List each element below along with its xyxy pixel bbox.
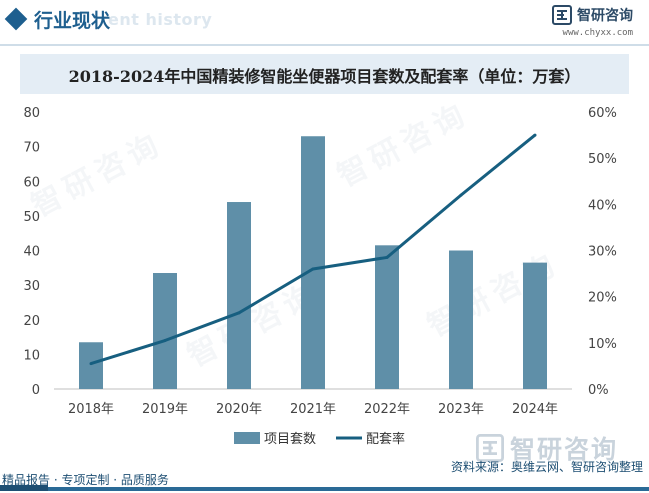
logo-icon: [476, 434, 504, 462]
left-tick-label: 10: [23, 348, 40, 363]
x-tick-label: 2024年: [512, 402, 558, 417]
bar-项目套数: [301, 136, 325, 389]
footer-bar: [0, 487, 649, 491]
x-tick-label: 2021年: [290, 402, 336, 417]
left-tick-label: 0: [32, 383, 40, 398]
section-ghost-text: ent history: [108, 10, 213, 29]
line-point: [459, 193, 463, 197]
right-tick-label: 0%: [588, 383, 609, 398]
line-point: [385, 255, 389, 259]
footer-source: 资料来源：奥维云网、智研咨询整理: [450, 460, 643, 474]
x-tick-label: 2019年: [142, 402, 188, 417]
left-tick-label: 70: [23, 141, 40, 156]
line-point: [163, 339, 167, 343]
left-tick-label: 50: [23, 210, 40, 225]
footer-slogan: 精品报告 · 专项定制 · 品质服务: [2, 473, 169, 487]
right-tick-label: 60%: [588, 106, 617, 121]
left-tick-label: 80: [23, 106, 40, 121]
chart-title: 2018-2024年中国精装修智能坐便器项目套数及配套率（单位：万套）: [68, 67, 581, 86]
left-tick-label: 30: [23, 279, 40, 294]
section-title: 行业现状: [34, 10, 111, 32]
legend-bar-swatch: [234, 432, 260, 444]
x-tick-label: 2018年: [68, 402, 114, 417]
x-tick-label: 2020年: [216, 402, 262, 417]
bar-项目套数: [153, 273, 177, 389]
right-tick-label: 30%: [588, 245, 617, 260]
bar-项目套数: [523, 262, 547, 389]
header-divider: [0, 44, 649, 46]
right-tick-label: 20%: [588, 291, 617, 306]
brand-logo: 智研咨询 www.chyxx.com: [552, 5, 633, 38]
legend-bar-label: 项目套数: [264, 431, 316, 447]
chart-title-banner: 2018-2024年中国精装修智能坐便器项目套数及配套率（单位：万套）: [20, 54, 629, 94]
right-tick-label: 40%: [588, 198, 617, 213]
left-tick-label: 60: [23, 175, 40, 190]
brand-watermark: 智研咨询: [476, 430, 618, 466]
x-tick-label: 2023年: [438, 402, 484, 417]
legend-line-label: 配套率: [366, 431, 405, 447]
right-tick-label: 10%: [588, 337, 617, 352]
bar-项目套数: [449, 250, 473, 389]
header: ent history 行业现状 智研咨询 www.chyxx.com: [0, 0, 649, 46]
x-tick-label: 2022年: [364, 402, 410, 417]
footer-tab: [0, 485, 48, 491]
left-tick-label: 40: [23, 245, 40, 260]
bar-项目套数: [375, 245, 399, 389]
bar-项目套数: [79, 342, 103, 389]
line-point: [89, 362, 93, 366]
left-tick-label: 20: [23, 314, 40, 329]
logo-name: 智研咨询: [577, 8, 633, 24]
line-point: [237, 311, 241, 315]
line-point: [311, 267, 315, 271]
logo-icon: [552, 5, 572, 25]
line-point: [533, 133, 537, 137]
bar-项目套数: [227, 202, 251, 389]
right-tick-label: 50%: [588, 152, 617, 167]
brand-watermark-text: 智研咨询: [510, 435, 619, 464]
logo-url: www.chyxx.com: [562, 28, 633, 38]
